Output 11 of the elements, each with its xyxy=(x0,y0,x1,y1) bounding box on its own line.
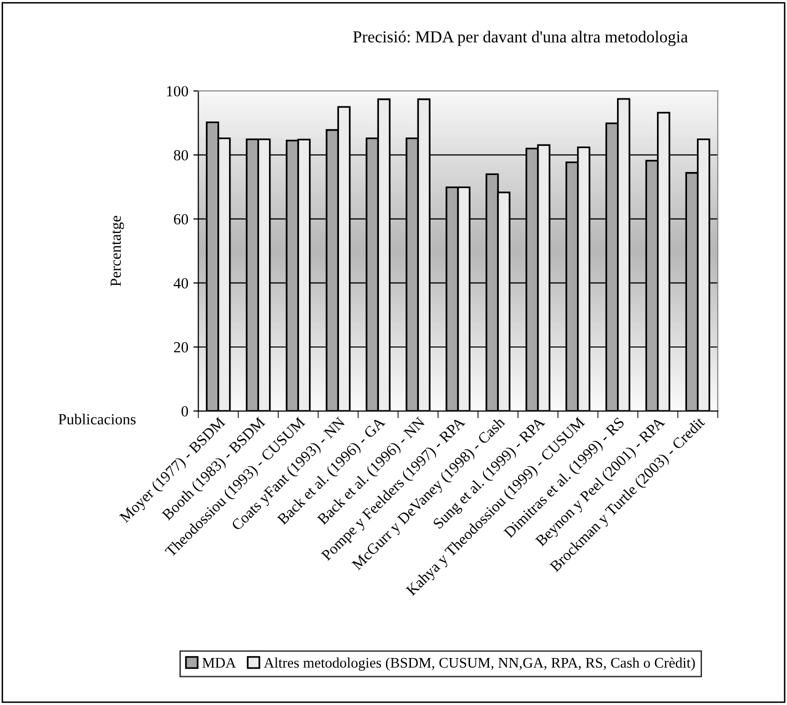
x-axis-title: Publicacions xyxy=(58,414,136,424)
y-tick-label: 60 xyxy=(174,214,188,224)
y-tick-label: 80 xyxy=(174,150,188,160)
y-tick-label: 20 xyxy=(174,342,188,352)
chart-title: Precisió: MDA per davant d'una altra metodologia xyxy=(353,30,688,46)
legend-label: MDA xyxy=(202,658,236,668)
y-axis-title: Percentatge xyxy=(110,216,124,286)
y-tick-label: 0 xyxy=(182,406,188,416)
y-tick-label: 40 xyxy=(174,278,188,288)
legend-label: Altres metodologies (BSDM, CUSUM, NN,GA, RPA, RS, Cash o Crèdit) xyxy=(264,657,695,671)
y-tick-label: 100 xyxy=(167,86,188,96)
